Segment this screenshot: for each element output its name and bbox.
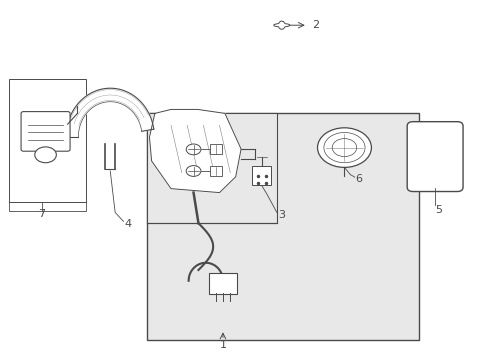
FancyBboxPatch shape [21,112,70,151]
Bar [147,113,419,340]
Polygon shape [274,21,290,30]
Circle shape [186,166,201,176]
Text: 3: 3 [278,210,285,220]
Text: 5: 5 [435,204,442,215]
FancyBboxPatch shape [407,122,463,192]
FancyBboxPatch shape [210,144,222,154]
Text: 8: 8 [166,144,172,154]
Text: 9: 9 [166,166,172,176]
Bar [9,79,86,202]
Text: 4: 4 [125,219,132,229]
Circle shape [35,147,56,163]
Bar [252,166,271,185]
FancyBboxPatch shape [210,166,222,176]
Polygon shape [149,109,241,193]
FancyBboxPatch shape [209,273,237,294]
Polygon shape [66,88,154,137]
Text: 7: 7 [38,209,45,219]
Text: 1: 1 [220,340,226,350]
Circle shape [186,144,201,155]
Bar [147,113,277,223]
Text: 6: 6 [355,174,362,184]
Text: 2: 2 [313,20,319,30]
Circle shape [318,128,371,167]
